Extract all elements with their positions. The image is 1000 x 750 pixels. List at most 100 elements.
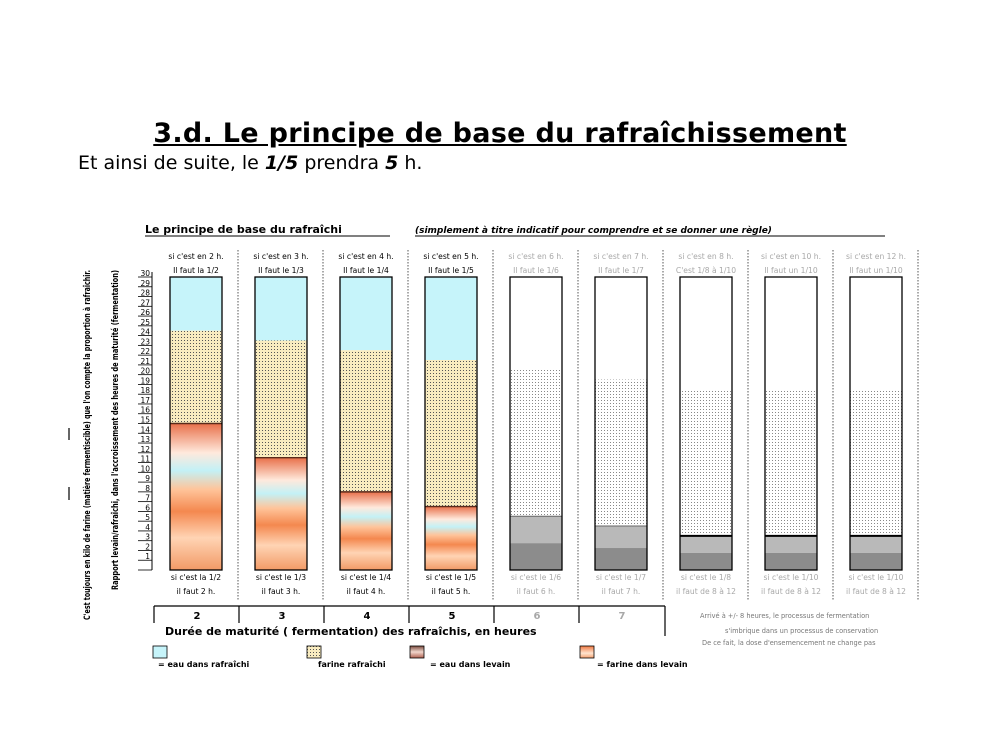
y-tick-label: 7 <box>145 494 150 503</box>
column-bottom-label: si c'est la 1/2 <box>171 573 221 582</box>
column-rule-label: Il faut le 1/5 <box>428 266 474 275</box>
column-1: si c'est en 2 h. Il faut la 1/2 si c'est l… <box>168 250 239 600</box>
note-line: De ce fait, la dose d'ensemencement ne c… <box>702 639 876 647</box>
column-rule-label: Il faut le 1/6 <box>513 266 559 275</box>
column-rule-label: Il faut le 1/3 <box>258 266 304 275</box>
legend-label: = eau dans levain <box>430 660 511 669</box>
column-6: si c'est en 7 h. Il faut le 1/7 si c'est l… <box>593 250 664 600</box>
levain-segment <box>510 543 562 570</box>
y-tick-label: 27 <box>140 298 150 307</box>
column-bottom-label: si c'est le 1/5 <box>426 573 476 582</box>
bar-outline <box>169 276 223 571</box>
y-tick-label: 10 <box>140 464 150 473</box>
levain-segment <box>850 552 902 570</box>
hour-label: 7 <box>619 611 626 622</box>
y-tick-label: 17 <box>140 396 150 405</box>
chart-columns: si c'est en 2 h. Il faut la 1/2 si c'est l… <box>168 250 919 600</box>
bar-outline <box>594 276 648 571</box>
water-refreshed-segment <box>340 277 392 351</box>
y-tick-label: 16 <box>140 406 150 415</box>
column-hours-label: il faut 4 h. <box>347 587 386 596</box>
y-tick-label: 23 <box>140 337 150 346</box>
column-4: si c'est en 5 h. Il faut le 1/5 si c'est l… <box>423 250 494 600</box>
column-hours-label: il faut 6 h. <box>517 587 556 596</box>
levain-segment <box>425 506 477 570</box>
column-bottom-label: si c'est le 1/8 <box>681 573 731 582</box>
flour-refreshed-segment <box>170 330 222 424</box>
y-axis: 1234567891011121314151617181920212223242… <box>138 269 153 571</box>
y-tick-label: 24 <box>140 328 150 337</box>
note-line: s'imbrique dans un processus de conserva… <box>725 627 878 635</box>
water-refreshed-segment <box>255 277 307 341</box>
y-tick-label: 14 <box>140 425 150 434</box>
levain-segment <box>595 526 647 549</box>
column-rule-label: Il faut la 1/2 <box>173 266 219 275</box>
y-tick-label: 11 <box>140 455 150 464</box>
hour-label: 5 <box>449 611 456 622</box>
y-tick-label: 9 <box>145 474 150 483</box>
bar-outline <box>849 276 903 571</box>
page-title: 3.d. Le principe de base du rafraîchisse… <box>153 118 847 149</box>
y-tick-label: 4 <box>145 523 150 532</box>
flour-refreshed-segment <box>255 340 307 458</box>
column-rule-label: Il faut le 1/7 <box>598 266 644 275</box>
bar-outline <box>764 276 818 571</box>
column-top-label: si c'est en 7 h. <box>593 252 648 261</box>
bar-outline <box>679 276 733 571</box>
column-hours-label: il faut de 8 à 12 <box>761 587 821 596</box>
column-top-label: si c'est en 6 h. <box>508 252 563 261</box>
levain-segment <box>850 535 902 553</box>
legend-swatch <box>306 645 322 659</box>
hour-label: 2 <box>194 611 201 622</box>
y-tick-label: 29 <box>140 279 150 288</box>
column-bottom-label: si c'est le 1/10 <box>763 573 818 582</box>
column-bottom-label: si c'est le 1/4 <box>341 573 391 582</box>
column-bottom-label: si c'est le 1/6 <box>511 573 561 582</box>
y-tick-label: 18 <box>140 386 150 395</box>
chart-title-note: (simplement à titre indicatif pour compr… <box>415 225 772 236</box>
subtitle: Et ainsi de suite, le 1/5 prendra 5 h. <box>78 152 422 174</box>
chart-title: Le principe de base du rafraîchi <box>145 223 342 236</box>
bar-outline <box>509 276 563 571</box>
levain-segment <box>255 457 307 570</box>
column-top-label: si c'est en 3 h. <box>253 252 308 261</box>
y-axis-label-inner: Rapport levain/rafraîchi, dans l'accrois… <box>110 270 121 590</box>
hour-label: 3 <box>279 611 286 622</box>
legend-swatch <box>152 645 168 659</box>
column-top-label: si c'est en 4 h. <box>338 252 393 261</box>
y-tick-label: 8 <box>145 484 150 493</box>
column-rule-label: Il faut le 1/4 <box>343 266 389 275</box>
column-7: si c'est en 8 h. C'est 1/8 à 1/10 si c'est… <box>676 250 749 600</box>
x-axis-hours: 2 3 4 5 6 7 <box>153 605 666 636</box>
column-top-label: si c'est en 8 h. <box>678 252 733 261</box>
y-tick-label: 15 <box>140 416 150 425</box>
column-hours-label: il faut de 8 à 12 <box>846 587 906 596</box>
levain-segment <box>765 552 817 570</box>
water-refreshed-segment <box>170 277 222 331</box>
column-hours-label: il faut 2 h. <box>177 587 216 596</box>
y-tick-label: 6 <box>145 503 150 512</box>
legend-label: = farine dans levain <box>597 660 688 669</box>
flour-refreshed-segment <box>340 350 392 492</box>
levain-segment <box>510 516 562 544</box>
y-tick-label: 25 <box>140 318 150 327</box>
levain-segment <box>170 423 222 570</box>
bar-outline <box>424 276 478 571</box>
column-top-label: si c'est en 5 h. <box>423 252 478 261</box>
y-tick-label: 21 <box>140 357 150 366</box>
y-tick-label: 28 <box>140 289 150 298</box>
y-tick-label: 1 <box>145 552 150 561</box>
note-line: Arrivé à +/- 8 heures, le processus de f… <box>700 612 869 620</box>
y-tick-label: 22 <box>140 347 150 356</box>
column-top-label: si c'est en 12 h. <box>846 252 906 261</box>
levain-segment <box>680 552 732 570</box>
flour-refreshed-segment <box>510 369 562 517</box>
y-tick-label: 30 <box>140 269 150 278</box>
y-tick-label: 2 <box>145 542 150 551</box>
subtitle-prefix: Et ainsi de suite, le <box>78 152 265 174</box>
column-rule-label: Il faut un 1/10 <box>764 266 818 275</box>
column-bottom-label: si c'est le 1/7 <box>596 573 646 582</box>
y-tick-label: 13 <box>140 435 150 444</box>
column-2: si c'est en 3 h. Il faut le 1/3 si c'est l… <box>253 250 324 600</box>
